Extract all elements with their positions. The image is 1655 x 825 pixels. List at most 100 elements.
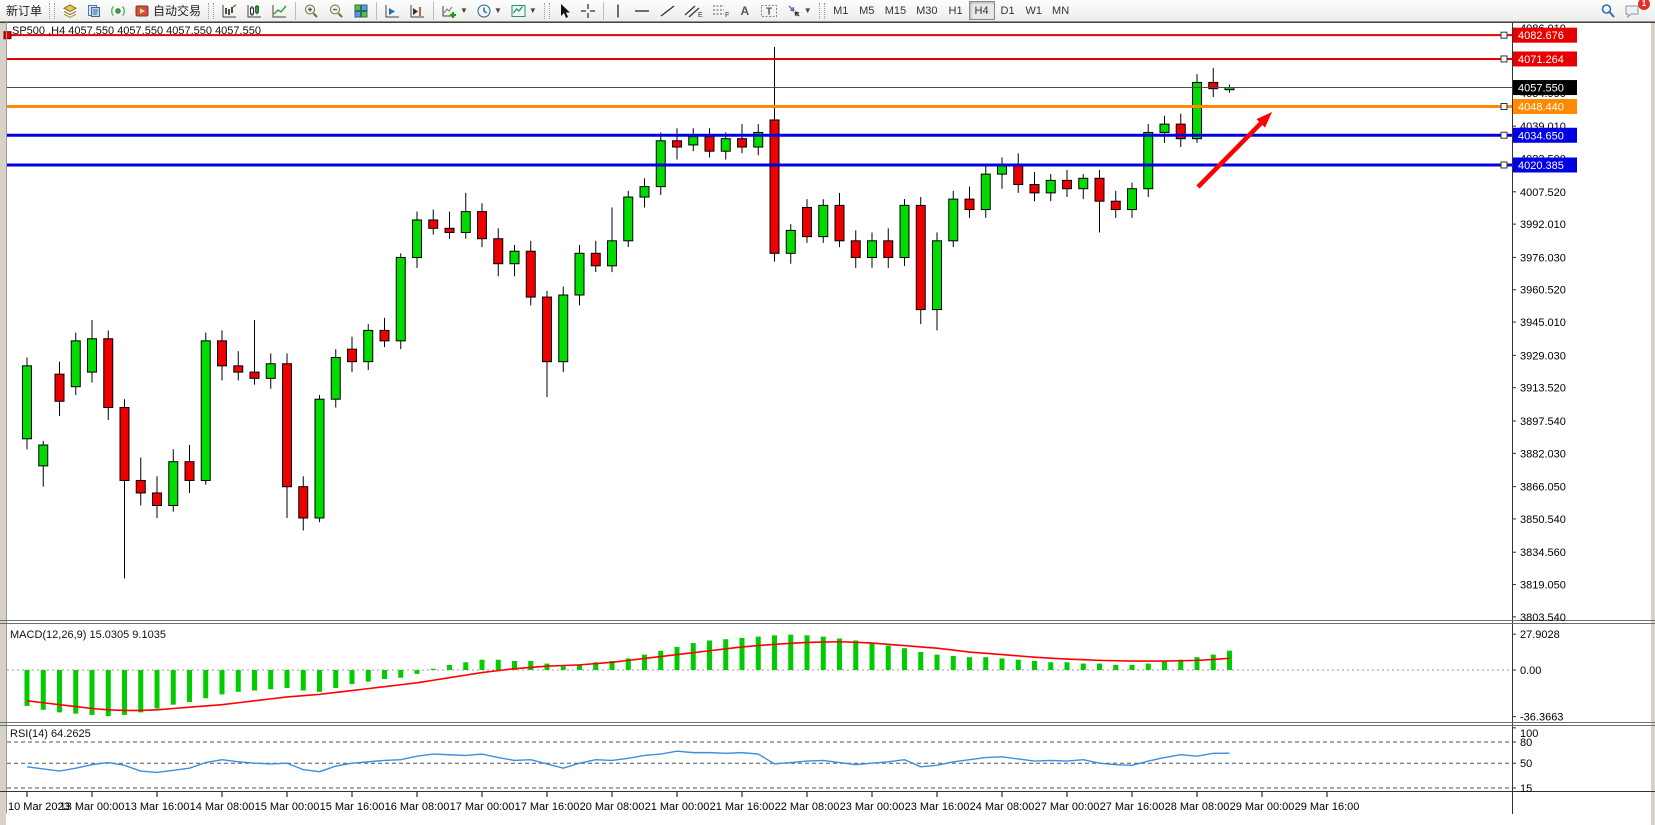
indicators-button[interactable]: ▼ <box>437 1 472 21</box>
price-tick-label: 3897.540 <box>1520 416 1566 428</box>
macd-bar <box>983 657 989 670</box>
zoom-in-button[interactable] <box>299 1 324 21</box>
arrow-annotation-head[interactable] <box>1256 112 1272 128</box>
new-order-button[interactable]: 新订单 <box>2 1 46 21</box>
timeframe-mn-button[interactable]: MN <box>1047 1 1074 20</box>
candle <box>607 240 617 267</box>
timeframe-m30-button[interactable]: M30 <box>911 1 942 20</box>
dropdown-caret-icon: ▼ <box>528 6 537 15</box>
macd-bar <box>772 635 777 670</box>
autotrade-button[interactable]: 自动交易 <box>130 1 205 21</box>
hline-tool-button[interactable] <box>629 1 655 21</box>
macd-bar <box>918 652 924 670</box>
time-tick-label: 23 Mar 00:00 <box>840 801 905 813</box>
candle <box>802 206 812 238</box>
line-handle[interactable] <box>1500 55 1508 63</box>
macd-bar <box>837 638 842 670</box>
cursor-tool-button[interactable] <box>553 1 576 21</box>
label-tool-button[interactable]: T <box>756 1 782 21</box>
macd-bar <box>1032 661 1037 670</box>
macd-bar <box>268 670 274 690</box>
profiles-button[interactable] <box>82 1 106 21</box>
candle <box>38 444 49 467</box>
price-tick-label: 3866.050 <box>1520 482 1566 494</box>
timeframe-m15-button[interactable]: M15 <box>880 1 911 20</box>
candle <box>1062 179 1072 190</box>
candle <box>460 211 471 233</box>
notifications-button[interactable]: 1 <box>1620 0 1650 21</box>
search-button[interactable] <box>1596 1 1620 21</box>
price-badge-label: 4057.550 <box>1518 83 1564 95</box>
candle-chart-mode-button[interactable] <box>242 1 267 21</box>
channel-tool-button[interactable]: E <box>680 1 707 21</box>
candle <box>1192 81 1202 140</box>
line-anchor[interactable] <box>3 31 12 40</box>
chart-area[interactable]: 4086.0104070.5004054.9904039.0104023.500… <box>0 22 1655 825</box>
macd-bar <box>430 668 436 670</box>
zoom-out-button[interactable] <box>324 1 349 21</box>
macd-label: MACD(12,26,9) 15.0305 9.1035 <box>10 629 166 641</box>
candle <box>639 186 650 198</box>
line-handle[interactable] <box>1500 161 1508 169</box>
trendline-tool-button[interactable] <box>655 1 680 21</box>
candle <box>363 329 374 363</box>
candle <box>1208 81 1219 90</box>
candle <box>785 229 796 254</box>
line-chart-mode-button[interactable] <box>267 1 292 21</box>
line-handle[interactable] <box>1500 103 1508 111</box>
auto-scroll-button[interactable] <box>380 1 405 21</box>
macd-bar <box>333 670 339 688</box>
price-tick-label: 4039.010 <box>1520 121 1566 133</box>
text-tool-button[interactable]: A <box>734 1 756 21</box>
line-handle[interactable] <box>1500 31 1508 39</box>
vline-tool-button[interactable] <box>607 1 629 21</box>
fibonacci-tool-button[interactable]: F <box>707 1 734 21</box>
toolbar: 新订单 自动交易 <box>0 0 1655 22</box>
template-icon <box>511 4 526 17</box>
toolbar-grip[interactable] <box>543 2 550 19</box>
macd-bar <box>365 670 371 682</box>
arrows-tool-button[interactable]: ▼ <box>782 1 816 21</box>
periods-button[interactable]: ▼ <box>472 1 506 21</box>
macd-bar <box>1145 663 1151 670</box>
crosshair-tool-button[interactable] <box>576 1 600 21</box>
time-tick-label: 23 Mar 16:00 <box>905 801 970 813</box>
charts-stack-icon[interactable] <box>58 1 82 21</box>
horizontal-line-icon <box>634 9 649 12</box>
svg-text:F: F <box>725 12 729 19</box>
rsi-tick-label: 80 <box>1520 737 1532 749</box>
chart-canvas[interactable]: 4086.0104070.5004054.9904039.0104023.500… <box>0 22 1655 825</box>
price-tick-label: 3945.010 <box>1520 317 1566 329</box>
price-badge-label: 4071.264 <box>1518 54 1564 66</box>
toolbar-grip[interactable] <box>208 2 215 19</box>
templates-button[interactable]: ▼ <box>506 1 541 21</box>
toolbar-grip[interactable] <box>818 2 825 19</box>
clock-icon <box>477 4 491 17</box>
signals-button[interactable] <box>106 1 130 21</box>
candle <box>314 398 325 519</box>
macd-bar <box>528 661 534 670</box>
candle <box>217 340 227 367</box>
time-tick-label: 27 Mar 16:00 <box>1100 801 1165 813</box>
candle <box>948 198 959 242</box>
candle <box>899 204 910 258</box>
toolbar-grip[interactable] <box>49 2 56 19</box>
timeframe-h4-button[interactable]: H4 <box>968 1 995 20</box>
auto-scroll-icon <box>385 4 400 17</box>
bar-chart-mode-button[interactable] <box>217 1 242 21</box>
price-badge <box>1513 127 1577 143</box>
line-handle[interactable] <box>1500 131 1508 139</box>
timeframe-d1-button[interactable]: D1 <box>995 1 1021 20</box>
timeframe-h1-button[interactable]: H1 <box>943 1 969 20</box>
timeframe-m5-button[interactable]: M5 <box>854 1 880 20</box>
timeframe-m1-button[interactable]: M1 <box>828 1 854 20</box>
chart-shift-button[interactable] <box>405 1 430 21</box>
cursor-icon <box>560 3 570 18</box>
tile-windows-button[interactable] <box>349 1 373 21</box>
macd-bar <box>495 659 501 670</box>
timeframe-w1-button[interactable]: W1 <box>1021 1 1048 20</box>
macd-bar <box>1097 663 1102 670</box>
arrow-annotation[interactable] <box>1196 121 1263 189</box>
price-badge-label: 4020.385 <box>1518 160 1564 172</box>
